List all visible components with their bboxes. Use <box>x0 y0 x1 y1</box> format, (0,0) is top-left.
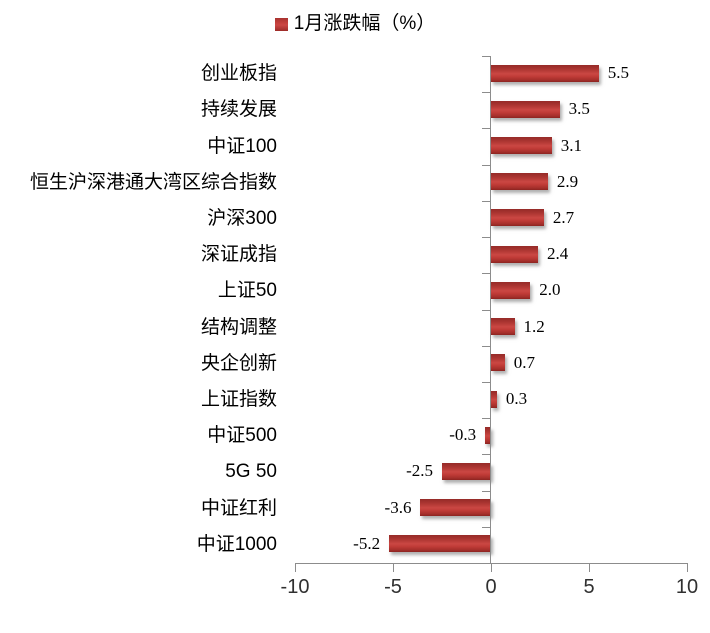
value-label: -5.2 <box>353 533 381 553</box>
bar <box>491 281 531 299</box>
value-axis-tick-label: -10 <box>280 576 310 598</box>
category-axis-tick <box>482 418 490 420</box>
category-label: 中证1000 <box>196 533 277 555</box>
category-axis-tick <box>482 490 490 492</box>
category-label: 中证100 <box>207 135 277 157</box>
bar <box>491 64 599 82</box>
category-axis-tick <box>482 200 490 202</box>
bar <box>491 390 497 408</box>
category-label: 深证成指 <box>200 244 277 266</box>
value-axis-tick <box>393 563 394 572</box>
value-label: 2.4 <box>547 244 569 264</box>
category-axis-tick <box>482 237 490 239</box>
category-label: 5G 50 <box>225 461 277 483</box>
category-label: 持续发展 <box>200 99 277 121</box>
value-axis-tick <box>589 563 590 572</box>
value-label: 2.9 <box>556 171 579 191</box>
bar <box>491 137 552 155</box>
category-label: 结构调整 <box>200 316 277 338</box>
value-label: -2.5 <box>406 461 433 481</box>
legend-label: 1月涨跌幅（%） <box>293 13 436 34</box>
category-axis-tick <box>482 454 490 456</box>
bar <box>491 173 548 191</box>
category-label: 上证50 <box>217 280 277 302</box>
value-axis-tick-label: 10 <box>675 576 699 598</box>
category-axis-tick <box>482 381 490 383</box>
value-axis-tick <box>687 563 688 572</box>
category-axis-tick <box>482 92 490 94</box>
bar <box>485 426 491 444</box>
bar <box>491 245 539 263</box>
category-axis-tick <box>482 526 490 528</box>
value-axis-tick-label: 0 <box>485 576 497 598</box>
value-label: 0.7 <box>513 352 535 372</box>
value-label: 2.7 <box>552 207 575 227</box>
bar <box>491 209 544 227</box>
value-axis-tick-label: 5 <box>583 576 595 598</box>
category-axis-tick <box>482 56 490 57</box>
category-axis-tick <box>482 273 490 275</box>
category-axis-line <box>490 56 491 563</box>
bar <box>491 354 505 372</box>
value-label: 1.2 <box>523 316 545 336</box>
value-label: 5.5 <box>607 63 630 83</box>
category-axis-tick <box>482 309 490 311</box>
category-label: 央企创新 <box>200 352 277 374</box>
legend-swatch-icon <box>274 17 288 31</box>
value-label: 3.1 <box>560 135 582 155</box>
category-label: 创业板指 <box>200 63 277 85</box>
bar <box>491 318 515 336</box>
value-axis-tick-label: -5 <box>384 576 402 598</box>
value-label: -3.6 <box>384 497 412 517</box>
legend: 1月涨跌幅（%） <box>0 12 710 36</box>
bar <box>420 499 491 517</box>
category-axis-tick <box>482 345 490 347</box>
category-label: 中证500 <box>207 425 277 447</box>
value-label: -0.3 <box>449 425 477 445</box>
value-axis-tick <box>491 563 492 572</box>
category-label: 中证红利 <box>200 497 277 519</box>
category-label: 恒生沪深港通大湾区综合指数 <box>29 171 277 193</box>
value-label: 2.0 <box>539 280 561 300</box>
category-axis-tick <box>482 164 490 166</box>
bar <box>389 535 491 553</box>
category-label: 上证指数 <box>200 389 277 411</box>
category-axis-tick <box>482 128 490 130</box>
value-label: 0.3 <box>505 389 528 409</box>
category-label: 沪深300 <box>207 207 277 229</box>
bar <box>442 462 491 480</box>
value-label: 3.5 <box>568 99 590 119</box>
bar <box>491 100 560 118</box>
value-axis-tick <box>295 563 296 572</box>
